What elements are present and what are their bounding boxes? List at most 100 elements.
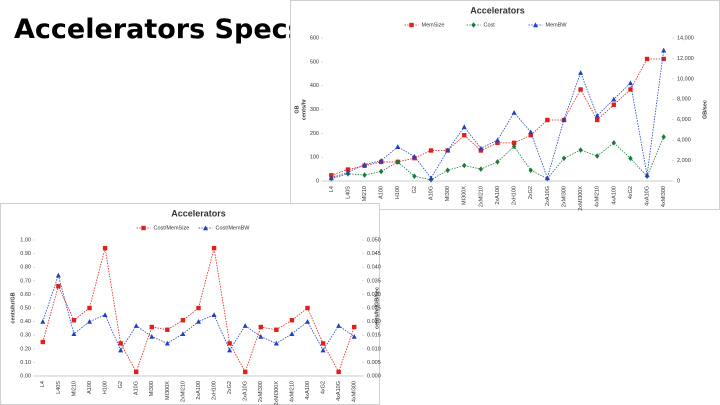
marker: [362, 172, 367, 178]
x-tick-label: L40S: [56, 381, 62, 394]
marker: [462, 133, 467, 138]
marker: [511, 109, 517, 115]
marker: [203, 225, 208, 231]
y-tick-label: 0.50: [20, 305, 31, 311]
legend-label: MemSize: [422, 22, 445, 28]
x-tick-label: 2xA10G: [545, 186, 551, 206]
marker: [227, 347, 233, 353]
legend-label: MemBW: [546, 22, 568, 28]
x-tick-label: MI300: [445, 186, 451, 201]
x-tick-label: 2xG2: [528, 186, 534, 199]
y-axis-label: cents/hr: [301, 98, 307, 120]
y2-tick-label: 0.045: [367, 251, 381, 257]
marker: [595, 153, 600, 159]
marker: [461, 124, 467, 130]
marker: [578, 147, 583, 153]
marker: [149, 324, 154, 330]
panel-background: [290, 0, 720, 210]
marker: [40, 339, 45, 345]
y2-tick-label: 0.000: [367, 373, 381, 379]
x-tick-label: H100: [103, 381, 109, 394]
x-tick-label: 4xA100: [611, 186, 617, 205]
page-title: Accelerators Specs: [14, 14, 304, 45]
marker: [329, 173, 334, 178]
marker: [544, 175, 550, 181]
marker: [243, 369, 248, 375]
marker: [165, 327, 170, 332]
y-axis-label: cents/hr/GB: [10, 292, 16, 323]
marker: [528, 133, 533, 138]
legend-label: Cost/MemSize: [154, 225, 190, 231]
x-tick-label: 2xMI210: [478, 186, 484, 207]
x-tick-label: L40S: [345, 186, 351, 199]
y-tick-label: 1.00: [20, 237, 31, 243]
x-tick-label: 2xH100: [212, 381, 218, 400]
marker: [528, 129, 534, 135]
marker: [289, 331, 295, 337]
y2-tick-label: 2,000: [677, 158, 691, 164]
marker: [627, 80, 633, 86]
legend-label: Cost/MemBW: [216, 225, 251, 231]
marker: [180, 331, 186, 337]
marker: [56, 284, 61, 289]
marker: [258, 333, 264, 339]
y-tick-label: 0.40: [20, 319, 31, 325]
marker: [478, 166, 484, 172]
x-tick-label: H100: [395, 186, 401, 199]
y-tick-label: 500: [310, 59, 319, 65]
marker: [320, 347, 326, 353]
marker: [211, 312, 217, 317]
y-tick-label: 100: [310, 155, 319, 161]
marker: [478, 145, 484, 151]
marker: [336, 323, 342, 328]
marker: [644, 56, 650, 62]
marker: [102, 245, 108, 251]
y2-tick-label: 12,000: [677, 56, 694, 62]
y2-tick-label: 14,000: [677, 35, 694, 41]
marker: [211, 245, 217, 251]
marker: [578, 70, 584, 75]
x-tick-label: A100: [87, 381, 93, 394]
marker: [328, 175, 334, 181]
marker: [345, 167, 351, 172]
y-tick-label: 0.60: [20, 292, 31, 298]
marker: [133, 323, 139, 328]
chart-panel: Accelerators 0.00 0.10 0.20 0.30 0.40 0.50 0.60…: [0, 203, 381, 405]
marker: [661, 134, 666, 140]
marker: [545, 117, 550, 123]
marker: [40, 319, 46, 324]
marker: [595, 117, 600, 123]
marker: [352, 324, 357, 330]
x-tick-label: 2xMI300: [258, 381, 264, 402]
legend-label: Cost: [484, 22, 496, 28]
y2-tick-label: 6,000: [677, 117, 691, 123]
marker: [428, 148, 434, 153]
x-tick-label: 4xA10G: [645, 186, 651, 206]
x-tick-label: 4xMI300: [661, 186, 667, 207]
x-tick-label: A10G: [134, 381, 140, 395]
x-tick-label: MI300X: [462, 186, 468, 205]
x-tick-label: MI210: [71, 381, 77, 396]
y-tick-label: 300: [310, 107, 319, 113]
marker: [87, 305, 92, 311]
x-tick-label: 4xMI210: [595, 186, 601, 207]
x-tick-label: 4xG2: [628, 186, 634, 199]
y-tick-label: 0.20: [20, 346, 31, 352]
marker: [305, 319, 310, 324]
marker: [511, 143, 517, 150]
x-tick-label: MI300X: [165, 381, 171, 400]
marker: [55, 272, 61, 278]
marker: [528, 167, 533, 174]
marker: [661, 47, 667, 53]
x-tick-label: 4xMI210: [289, 381, 295, 402]
marker: [164, 340, 170, 346]
y2-tick-label: 0.010: [367, 346, 381, 352]
marker: [561, 155, 567, 162]
marker: [227, 341, 232, 346]
x-tick-label: A100: [379, 186, 385, 199]
marker: [336, 369, 341, 375]
x-tick-label: L4: [40, 381, 46, 387]
y-tick-label: 200: [310, 131, 319, 137]
marker: [511, 140, 517, 146]
